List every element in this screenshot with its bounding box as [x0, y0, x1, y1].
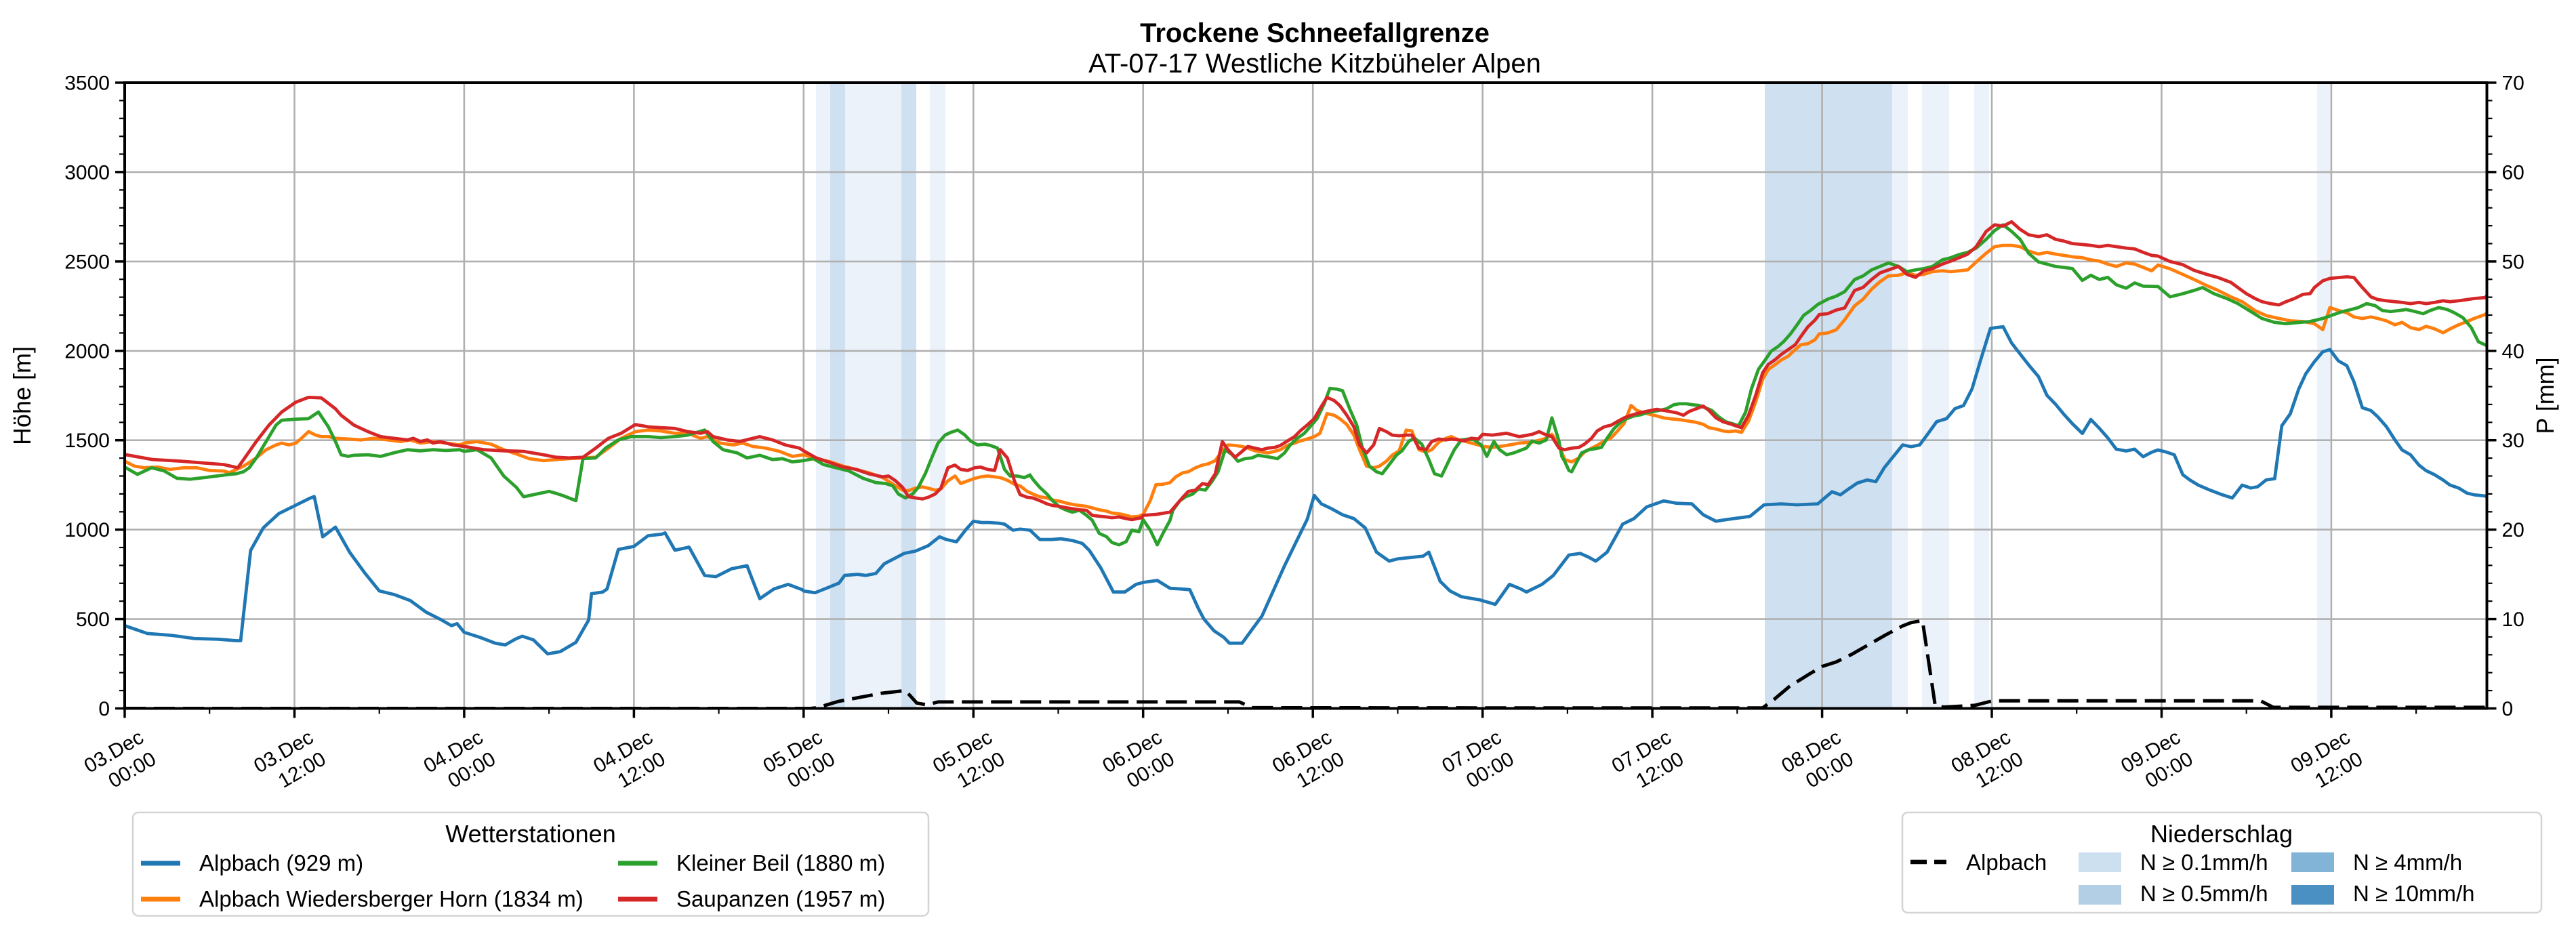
svg-text:Wetterstationen: Wetterstationen [445, 820, 615, 848]
svg-text:30: 30 [2502, 430, 2524, 452]
svg-text:40: 40 [2502, 340, 2524, 363]
svg-text:Alpbach (929 m): Alpbach (929 m) [199, 850, 363, 875]
svg-text:Alpbach Wiedersberger Horn (18: Alpbach Wiedersberger Horn (1834 m) [199, 886, 584, 911]
svg-text:Kleiner Beil (1880 m): Kleiner Beil (1880 m) [676, 850, 885, 875]
svg-text:P [mm]: P [mm] [2531, 357, 2559, 434]
svg-text:N ≥ 4mm/h: N ≥ 4mm/h [2353, 850, 2462, 875]
svg-text:AT-07-17 Westliche Kitzbüheler: AT-07-17 Westliche Kitzbüheler Alpen [1088, 49, 1541, 79]
svg-text:50: 50 [2502, 251, 2524, 273]
svg-text:3000: 3000 [64, 161, 110, 184]
svg-text:N ≥ 10mm/h: N ≥ 10mm/h [2353, 881, 2475, 906]
svg-text:1000: 1000 [64, 519, 110, 541]
svg-text:0: 0 [2502, 698, 2514, 720]
svg-text:60: 60 [2502, 161, 2524, 184]
svg-text:Alpbach: Alpbach [1966, 850, 2047, 875]
svg-text:N ≥ 0.1mm/h: N ≥ 0.1mm/h [2140, 850, 2268, 875]
svg-text:500: 500 [76, 608, 110, 631]
svg-text:2000: 2000 [64, 340, 110, 363]
svg-text:70: 70 [2502, 73, 2524, 95]
svg-text:Niederschlag: Niederschlag [2150, 820, 2293, 848]
svg-text:Höhe [m]: Höhe [m] [8, 346, 36, 445]
svg-text:20: 20 [2502, 519, 2524, 541]
svg-text:3500: 3500 [64, 73, 110, 95]
svg-text:Saupanzen (1957 m): Saupanzen (1957 m) [676, 886, 885, 911]
svg-text:2500: 2500 [64, 251, 110, 273]
svg-text:Trockene Schneefallgrenze: Trockene Schneefallgrenze [1140, 18, 1490, 48]
svg-text:N ≥ 0.5mm/h: N ≥ 0.5mm/h [2140, 881, 2268, 906]
svg-text:0: 0 [98, 698, 110, 720]
svg-text:1500: 1500 [64, 430, 110, 452]
svg-text:10: 10 [2502, 608, 2524, 631]
